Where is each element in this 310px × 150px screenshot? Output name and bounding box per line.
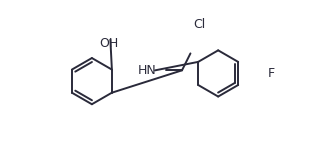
Text: HN: HN [138,64,157,77]
Text: Cl: Cl [193,18,206,31]
Text: OH: OH [99,37,118,50]
Text: F: F [268,67,275,80]
